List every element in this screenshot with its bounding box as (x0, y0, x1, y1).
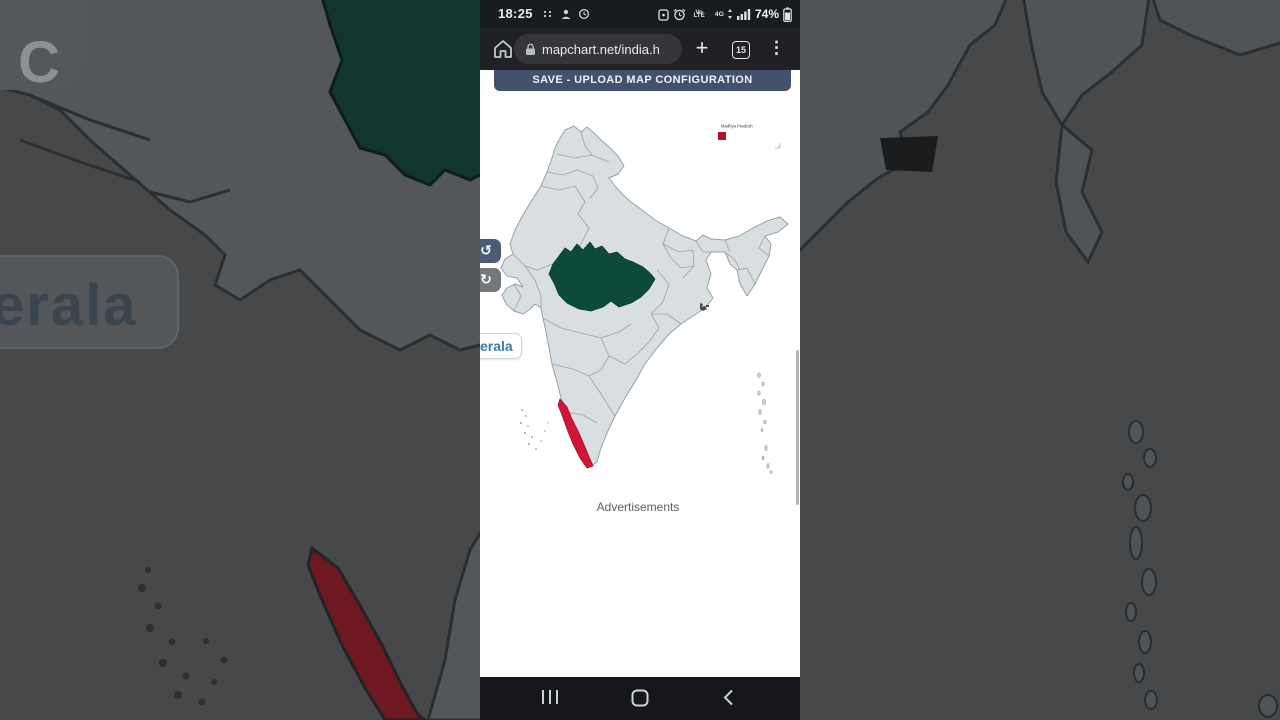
assistant-person-icon (561, 9, 571, 19)
bg-land-right-3 (1054, 122, 1104, 265)
state-madhya-pradesh[interactable] (548, 241, 656, 312)
redo-icon: ↻ (480, 272, 492, 288)
data-arrows-icon (727, 9, 732, 19)
legend-label: Madhya Pradesh (721, 124, 753, 129)
bg-islands-right (1122, 420, 1278, 718)
undo-icon: ↺ (480, 243, 492, 259)
state-kerala[interactable] (557, 398, 594, 469)
status-bar: 18:25 Vo LTE 4G (480, 0, 800, 28)
legend-entry: Madhya Pradesh (718, 122, 780, 131)
browser-toolbar: mapchart.net/india.h + 15 ⋮ (480, 28, 800, 70)
tab-count-button[interactable]: 15 (732, 41, 750, 59)
home-icon[interactable] (492, 38, 514, 60)
bg-coast-line-2 (19, 138, 141, 184)
state-borders (512, 131, 770, 424)
lock-icon (526, 43, 535, 55)
legend-entry (718, 131, 780, 140)
notification-dots-icon (543, 10, 552, 18)
india-map-outline[interactable] (500, 125, 789, 467)
home-nav-icon[interactable] (631, 689, 649, 707)
bg-delta-dark-patch (880, 136, 938, 172)
bg-kerala-label-zoomed: erala (0, 255, 179, 349)
volte-indicator: Vo LTE (693, 9, 705, 19)
back-icon[interactable] (723, 689, 734, 706)
new-tab-icon[interactable]: + (695, 35, 709, 60)
schedule-clock-icon (578, 8, 590, 20)
legend-resize-handle[interactable] (774, 142, 781, 149)
battery-icon (783, 7, 792, 22)
signal-bars-icon (736, 9, 751, 20)
undo-button[interactable]: ↺ (480, 239, 501, 263)
smart-lock-icon (658, 8, 669, 21)
save-upload-button[interactable]: SAVE - UPLOAD MAP CONFIGURATION (494, 70, 791, 91)
bg-redo-button-zoomed: C (0, 0, 85, 95)
bg-state-kerala-zoomed (306, 545, 428, 720)
phone-screen: 18:25 Vo LTE 4G (480, 0, 800, 720)
status-icons-right: Vo LTE 4G 74% (658, 0, 792, 28)
bg-land-right-2 (1022, 0, 1151, 128)
bg-redo-glyph: C (18, 30, 60, 95)
andaman-nicobar-islands (757, 372, 773, 474)
lakshadweep-islands (519, 409, 549, 450)
state-hover-tooltip: erala (480, 333, 522, 359)
clock-time: 18:25 (498, 6, 533, 21)
url-text: mapchart.net/india.h (542, 41, 660, 57)
bg-land-right-4 (1151, 0, 1280, 57)
bg-land-right-1 (793, 0, 1008, 259)
advertisements-label: Advertisements (596, 500, 680, 514)
bg-coast-line-1 (29, 93, 151, 142)
alarm-icon (673, 8, 686, 20)
recents-icon[interactable] (541, 689, 559, 705)
network-type-indicator: 4G (712, 8, 733, 20)
redo-button[interactable]: ↻ (480, 268, 501, 292)
url-bar[interactable]: mapchart.net/india.h (514, 34, 682, 64)
web-page: SAVE - UPLOAD MAP CONFIGURATION (480, 70, 800, 677)
sundarbans-delta (700, 303, 709, 311)
browser-menu-icon[interactable]: ⋮ (768, 38, 785, 57)
bg-islands-left (138, 567, 228, 706)
bg-kerala-label-text: erala (0, 273, 137, 338)
battery-percent: 74% (754, 7, 779, 21)
bg-coast-line-3 (149, 188, 231, 204)
map-legend[interactable]: Madhya Pradesh (718, 122, 780, 149)
india-map (497, 118, 795, 475)
legend-swatch-red (718, 131, 726, 140)
android-nav-bar (480, 677, 800, 720)
page-scrollbar[interactable] (796, 350, 799, 505)
